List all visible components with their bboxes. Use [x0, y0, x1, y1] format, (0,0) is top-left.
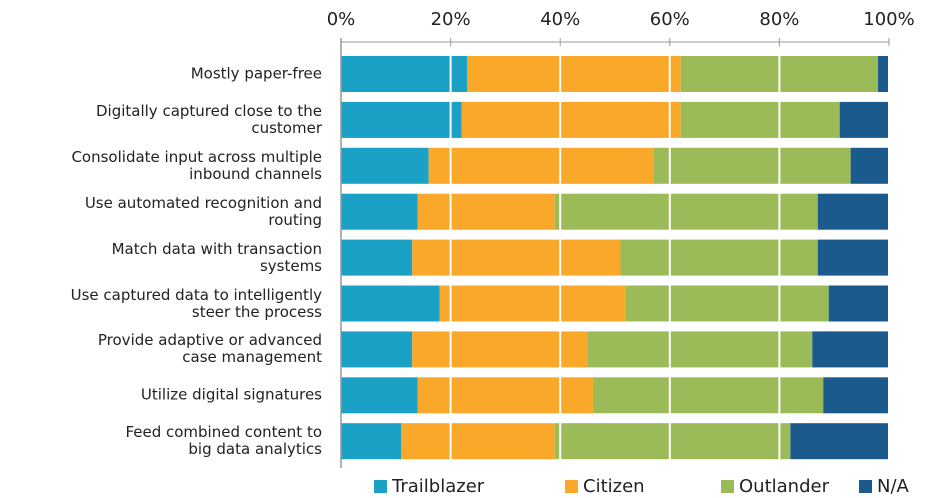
legend-swatch	[565, 480, 578, 493]
category-label: Digitally captured close to the customer	[95, 101, 322, 137]
bar-segment	[839, 101, 889, 138]
category-label: Mostly paper-free	[190, 64, 322, 83]
legend-swatch	[859, 480, 872, 493]
x-tick-label: 20%	[431, 9, 471, 30]
bar-segment	[680, 101, 840, 138]
legend-label: N/A	[877, 476, 910, 497]
bar-segment	[625, 285, 829, 322]
bar-segment	[620, 239, 818, 276]
bar-segment	[587, 331, 813, 368]
category-label: Match data with transaction systems	[111, 239, 322, 275]
category-label: Use automated recognition and routing	[84, 193, 322, 229]
bar-segment	[817, 239, 889, 276]
x-tick-label: 40%	[540, 9, 580, 30]
x-tick-label: 60%	[650, 9, 690, 30]
bar-segment	[461, 101, 681, 138]
bar-segment	[593, 377, 824, 414]
category-label: Consolidate input across multiple inboun…	[71, 147, 322, 183]
bar-segment	[401, 423, 555, 460]
bar-segment	[653, 147, 851, 184]
bar-segment	[554, 193, 818, 230]
bar-segment	[341, 377, 418, 414]
legend-swatch	[374, 480, 387, 493]
bar-segment	[439, 285, 626, 322]
bar-segment	[828, 285, 889, 322]
category-label: Use captured data to intelligently steer…	[70, 285, 322, 321]
bar-segment	[412, 331, 588, 368]
bar-segment	[341, 101, 462, 138]
bar-segment	[812, 331, 889, 368]
bar-segment	[417, 377, 594, 414]
bar-segment	[850, 147, 889, 184]
category-label: Feed combined content to big data analyt…	[125, 423, 322, 459]
bar-segment	[467, 56, 681, 92]
category-label: Provide adaptive or advanced case manage…	[97, 331, 322, 367]
x-tick-label: 80%	[759, 9, 799, 30]
bar-segment	[878, 56, 889, 92]
bar-segment	[790, 423, 889, 460]
legend-label: Citizen	[583, 476, 645, 497]
bar-segment	[341, 147, 429, 184]
legend-label: Outlander	[739, 476, 830, 497]
bar-segment	[341, 56, 468, 92]
bar-segment	[341, 285, 440, 322]
bar-segment	[817, 193, 889, 230]
bar-segment	[823, 377, 889, 414]
bar-segment	[417, 193, 555, 230]
legend-label: Trailblazer	[391, 476, 485, 497]
bar-segment	[554, 423, 791, 460]
bar-segment	[341, 423, 402, 460]
legend-swatch	[721, 480, 734, 493]
bar-segment	[341, 193, 418, 230]
x-tick-label: 0%	[327, 9, 356, 30]
x-tick-label: 100%	[863, 9, 914, 30]
bar-segment	[428, 147, 654, 184]
category-label: Utilize digital signatures	[140, 385, 322, 404]
bar-segment	[412, 239, 621, 276]
bar-segment	[341, 331, 413, 368]
bar-segment	[341, 239, 413, 276]
